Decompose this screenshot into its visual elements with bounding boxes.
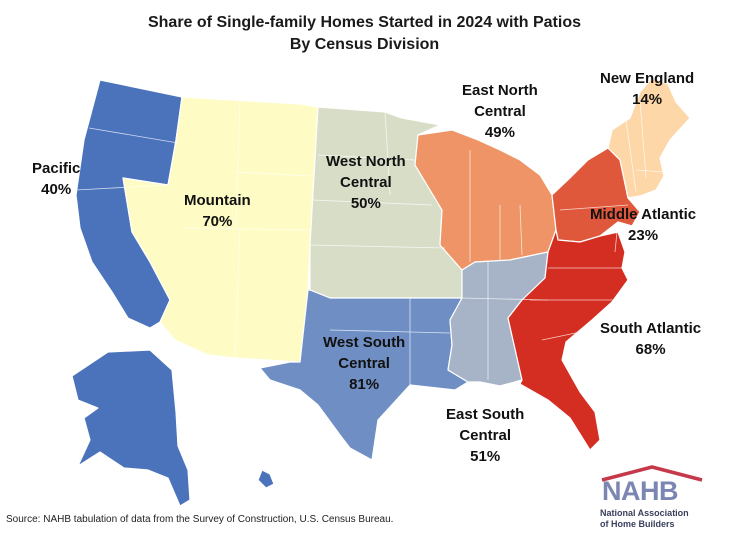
state-borders: [75, 99, 665, 385]
division-share: 68%: [635, 341, 666, 358]
division-name-line2: Central: [338, 355, 390, 372]
division-share: 51%: [470, 448, 501, 465]
label-east-north-central: East North Central 49%: [462, 80, 538, 143]
division-share: 70%: [202, 213, 233, 230]
division-name-line1: East South: [446, 406, 525, 423]
label-mountain: Mountain 70%: [184, 190, 251, 232]
region-south-atlantic: [507, 229, 629, 451]
region-hawaii: [257, 469, 275, 489]
logo-wordmark: NAHB: [602, 476, 679, 506]
division-name-line1: West South: [323, 334, 406, 351]
label-west-south-central: West South Central 81%: [323, 332, 405, 395]
source-note: Source: NAHB tabulation of data from the…: [6, 514, 394, 525]
division-name: Middle Atlantic: [590, 206, 697, 223]
division-name: Mountain: [184, 192, 251, 209]
division-share: 14%: [632, 91, 663, 108]
division-share: 50%: [350, 195, 381, 212]
logo-subtitle: National Association of Home Builders: [600, 508, 689, 530]
region-east-south-central: [447, 251, 549, 387]
label-west-north-central: West North Central 50%: [326, 151, 406, 214]
division-name-line1: East North: [462, 82, 538, 99]
nahb-logo: NAHB National Association of Home Builde…: [596, 464, 708, 534]
region-new-england: [607, 77, 691, 199]
logo-subtitle-line1: National Association: [600, 508, 689, 518]
division-name: South Atlantic: [600, 320, 702, 337]
roof-icon: [601, 465, 703, 482]
division-share: 81%: [349, 376, 380, 393]
division-share: 40%: [41, 181, 72, 198]
division-name-line1: West North: [326, 153, 406, 170]
division-name: New England: [600, 70, 695, 87]
division-share: 23%: [628, 227, 659, 244]
region-alaska: [71, 349, 191, 507]
label-new-england: New England 14%: [600, 68, 694, 110]
division-share: 49%: [484, 124, 515, 141]
label-south-atlantic: South Atlantic 68%: [600, 318, 701, 360]
logo-subtitle-line2: of Home Builders: [600, 519, 675, 529]
label-east-south-central: East South Central 51%: [446, 404, 524, 467]
map-title: Share of Single-family Homes Started in …: [147, 14, 581, 31]
division-name: Pacific: [32, 160, 81, 177]
label-middle-atlantic: Middle Atlantic 23%: [590, 204, 696, 246]
label-pacific: Pacific 40%: [32, 158, 80, 200]
division-name-line2: Central: [459, 427, 512, 444]
division-name-line2: Central: [474, 103, 526, 120]
map-subtitle: By Census Division: [289, 36, 440, 53]
division-name-line2: Central: [340, 174, 392, 191]
